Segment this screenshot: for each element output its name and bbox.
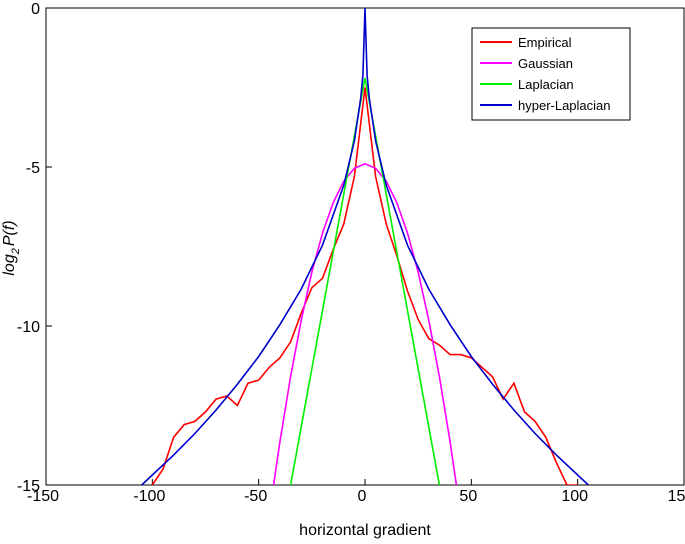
- y-tick-label: -10: [17, 319, 40, 336]
- x-tick-label: -100: [133, 488, 165, 505]
- y-tick-label: -15: [17, 478, 40, 495]
- legend-label: hyper-Laplacian: [518, 98, 611, 113]
- y-axis-label: log2 P(f): [1, 220, 22, 275]
- legend-label: Laplacian: [518, 77, 574, 92]
- y-label-sub: 2: [10, 248, 22, 255]
- legend-label: Gaussian: [518, 56, 573, 71]
- series-line: [141, 8, 589, 485]
- legend-label: Empirical: [518, 35, 572, 50]
- y-tick-label: 0: [31, 1, 40, 18]
- series-line: [272, 162, 458, 485]
- x-axis-label: horizontal gradient: [299, 522, 431, 539]
- x-tick-label: -50: [244, 488, 267, 505]
- y-label-part: P(f): [1, 220, 18, 246]
- x-tick-label: 150: [668, 488, 685, 505]
- y-label-part: log: [1, 254, 18, 275]
- x-tick-label: 50: [459, 488, 477, 505]
- x-tick-label: 0: [358, 488, 367, 505]
- x-tick-label: 100: [561, 488, 588, 505]
- series-line: [151, 87, 578, 485]
- x-tick-label: -150: [27, 488, 59, 505]
- y-tick-label: -5: [26, 160, 40, 177]
- series-line: [289, 77, 441, 485]
